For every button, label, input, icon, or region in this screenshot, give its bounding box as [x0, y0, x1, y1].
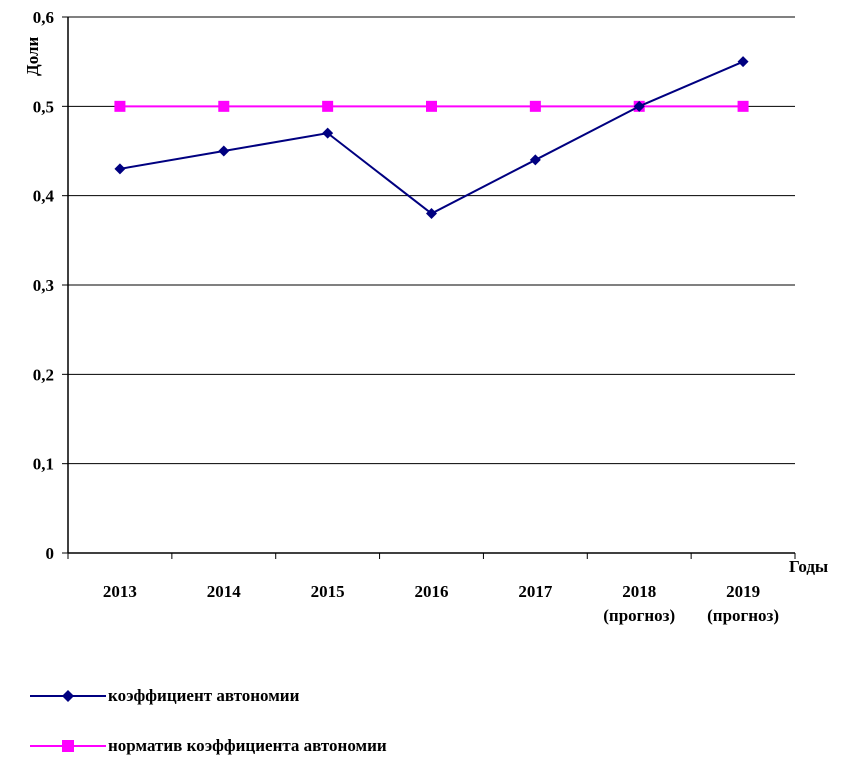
x-tick-label-6: 2019 — [726, 582, 760, 601]
series-1-point-3 — [426, 100, 437, 112]
x-tick-label-6-sub: (прогноз) — [707, 606, 779, 625]
x-tick-labels: 2013 2014 2015 2016 2017 2018 (прогноз) 2019 (пр… — [103, 582, 779, 625]
series-0-point-5 — [633, 100, 645, 112]
y-axis-label: Доли — [23, 36, 42, 76]
y-tick-label-0: 0 — [46, 544, 55, 563]
x-axis-label: Годы — [789, 557, 828, 576]
series-1-point-1 — [218, 100, 230, 112]
x-tick-label-5-sub: (прогноз) — [603, 606, 675, 625]
series-0-point-0 — [114, 163, 126, 175]
y-tick-label-6: 0,6 — [33, 8, 54, 27]
series-0-point-2 — [322, 127, 334, 139]
legend-swatch-autonomy — [30, 690, 106, 702]
series-1-point-6 — [737, 100, 749, 112]
line-chart: 0 0,1 0,2 0,3 0,4 0,5 0,6 2013 2014 2015 2016 2017… — [23, 8, 828, 625]
y-tick-label-5: 0,5 — [33, 97, 54, 116]
y-tick-label-4: 0,4 — [33, 187, 55, 206]
x-tick-label-2: 2015 — [311, 582, 345, 601]
axes — [62, 16, 796, 559]
legend-swatch-norm — [30, 740, 106, 752]
y-tick-label-3: 0,3 — [33, 276, 54, 295]
x-tick-label-4: 2017 — [518, 582, 553, 601]
x-tick-label-3: 2016 — [415, 582, 449, 601]
x-tick-label-0: 2013 — [103, 582, 137, 601]
x-tick-label-1: 2014 — [207, 582, 242, 601]
y-tick-label-2: 0,2 — [33, 365, 54, 384]
y-tick-label-1: 0,1 — [33, 455, 54, 474]
series-line-0 — [119, 60, 744, 215]
series-1-point-4 — [529, 100, 541, 112]
legend-label-autonomy: коэффициент автономии — [108, 686, 300, 705]
series-1-point-0 — [114, 100, 126, 112]
gridlines — [68, 16, 795, 465]
series-1-point-2 — [322, 100, 334, 112]
series-0-point-4 — [529, 154, 541, 166]
series-0-point-1 — [218, 145, 230, 157]
series-0-point-6 — [737, 56, 749, 68]
x-tick-label-5: 2018 — [622, 582, 656, 601]
legend-label-norm: норматив коэффициента автономии — [108, 736, 387, 755]
series — [114, 56, 749, 220]
series-0-point-3 — [426, 208, 437, 220]
y-tick-labels: 0 0,1 0,2 0,3 0,4 0,5 0,6 — [33, 8, 55, 563]
